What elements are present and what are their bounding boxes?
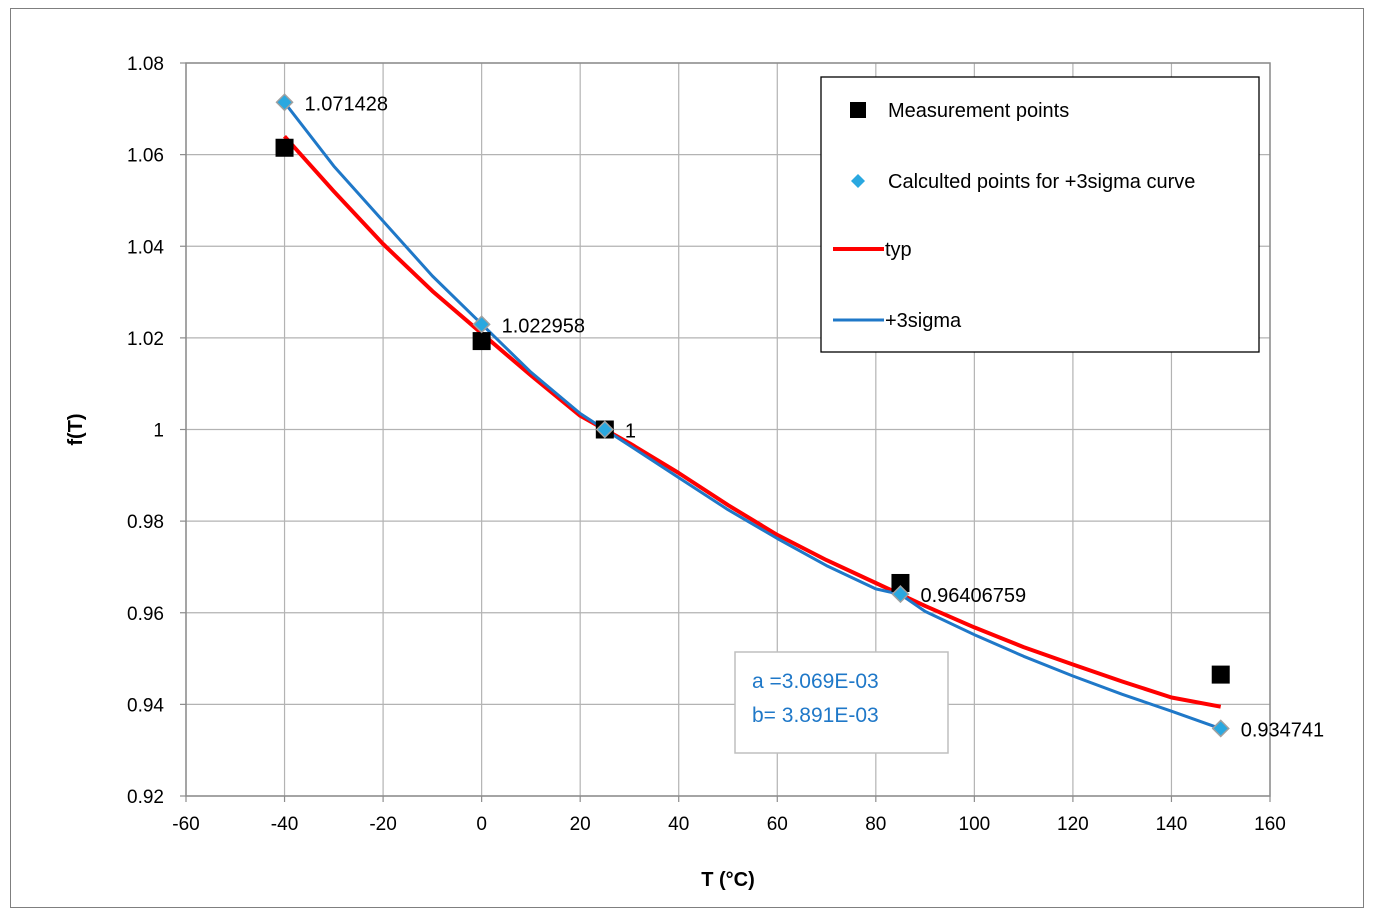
data-label: 0.96406759: [920, 585, 1026, 607]
calculated-point: [891, 585, 910, 604]
measurement-point: [891, 573, 910, 592]
x-tick-label: 0: [476, 814, 487, 835]
calculated-point: [275, 93, 294, 112]
x-tick-label: -60: [172, 814, 199, 835]
measurement-point: [1211, 665, 1230, 684]
y-tick-label: 1.06: [127, 146, 164, 167]
y-axis-ticks: 0.92 0.94 0.96 0.98 1 1.02 1.04 1.06 1.08: [127, 54, 186, 808]
data-label: 1.022958: [502, 315, 585, 337]
x-tick-label: 100: [959, 814, 991, 835]
x-tick-label: 160: [1254, 814, 1286, 835]
series-line-3sigma: [283, 101, 1222, 731]
calculated-point: [595, 420, 614, 439]
legend-label: typ: [885, 239, 912, 261]
annotation-line-b: b= 3.891E-03: [752, 704, 879, 727]
y-tick-label: 1.08: [127, 54, 164, 75]
series-line-typ: [283, 134, 1222, 709]
y-tick-label: 0.94: [127, 695, 164, 716]
legend-swatch-square: [850, 102, 866, 118]
annotation-line-a: a =3.069E-03: [752, 670, 879, 693]
calculated-point: [1211, 719, 1230, 738]
y-tick-label: 0.92: [127, 787, 164, 808]
x-tick-label: 120: [1057, 814, 1089, 835]
x-tick-label: 40: [668, 814, 689, 835]
x-axis-title: T (°C): [701, 869, 755, 891]
legend-box: [820, 76, 1260, 353]
calculated-point: [472, 315, 491, 334]
data-label: 1: [625, 421, 636, 443]
legend-label: Measurement points: [888, 100, 1069, 122]
legend-label: Calculted points for +3sigma curve: [888, 171, 1195, 193]
x-tick-label: 60: [767, 814, 788, 835]
y-tick-label: 0.96: [127, 604, 164, 625]
point-labels: 1.071428 1.022958 1 0.96406759 0.934741: [305, 93, 1325, 741]
data-label: 1.071428: [305, 93, 388, 115]
equation-annotation: a =3.069E-03 b= 3.891E-03: [734, 651, 949, 754]
data-label: 0.934741: [1241, 719, 1324, 741]
measurement-point: [472, 332, 491, 351]
x-tick-label: -20: [369, 814, 396, 835]
x-tick-label: 140: [1156, 814, 1188, 835]
y-tick-label: 1.02: [127, 329, 164, 350]
annotation-box: [734, 651, 949, 754]
x-tick-label: -40: [271, 814, 298, 835]
legend-label: +3sigma: [885, 310, 962, 332]
legend-swatch-diamond: [851, 174, 865, 188]
y-tick-label: 0.98: [127, 512, 164, 533]
series-markers: [275, 93, 1230, 738]
series-lines: [283, 101, 1222, 731]
y-axis-title: f(T): [65, 413, 87, 445]
x-tick-label: 80: [865, 814, 886, 835]
legend: Measurement points Calculted points for +…: [820, 76, 1260, 353]
measurement-point: [275, 138, 294, 157]
y-tick-label: 1.04: [127, 237, 164, 258]
x-axis-ticks: -60 -40 -20 0 20 40 60 80 100 120 140 160: [172, 796, 1286, 835]
y-tick-label: 1: [153, 421, 164, 442]
x-tick-label: 20: [570, 814, 591, 835]
